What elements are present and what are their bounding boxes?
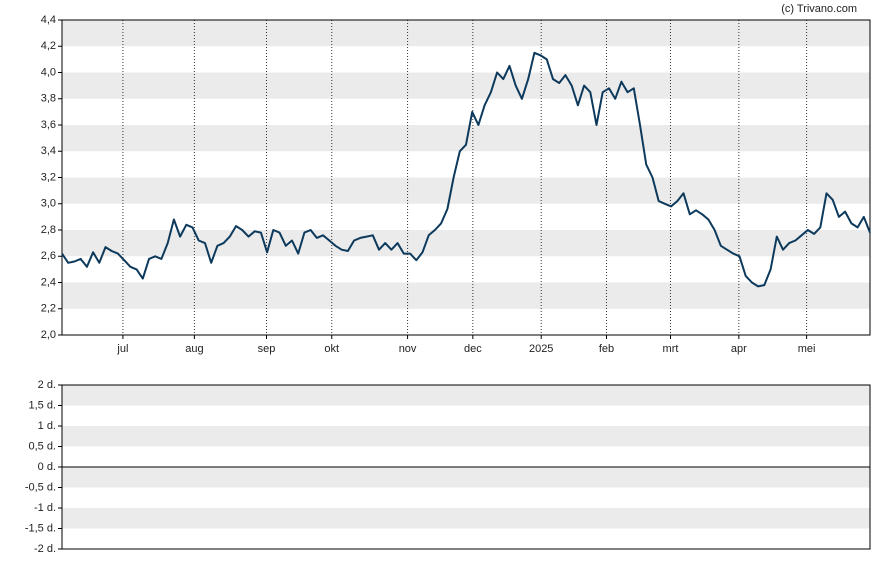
y-tick-label: 3,8 <box>41 93 56 105</box>
y-tick-label: 3,2 <box>41 171 56 183</box>
y-tick-label: 2,4 <box>41 276 56 288</box>
y-tick-label: 0,5 d. <box>28 440 56 452</box>
grid-band <box>62 282 870 309</box>
grid-band <box>62 72 870 99</box>
grid-band <box>62 467 870 488</box>
grid-band <box>62 177 870 204</box>
y-tick-label: 4,4 <box>41 14 56 26</box>
y-tick-label: -1 d. <box>34 502 56 514</box>
x-tick-label: sep <box>258 343 276 355</box>
grid-band <box>62 508 870 529</box>
y-tick-label: 2,0 <box>41 329 56 341</box>
x-tick-label: mei <box>798 343 816 355</box>
y-tick-label: 2,8 <box>41 224 56 236</box>
y-tick-label: 3,4 <box>41 145 56 157</box>
y-tick-label: 2 d. <box>38 379 56 391</box>
grid-band <box>62 385 870 406</box>
x-tick-label: nov <box>399 343 417 355</box>
price-line <box>61 51 871 288</box>
grid-band <box>62 20 870 47</box>
plot-frame <box>61 19 871 336</box>
y-tick-label: 2,2 <box>41 303 56 315</box>
plot-frame <box>61 384 871 550</box>
x-tick-label: jul <box>116 343 128 355</box>
x-tick-label: apr <box>731 343 747 355</box>
y-tick-label: 4,2 <box>41 40 56 52</box>
grid-band <box>62 230 870 257</box>
y-tick-label: 4,0 <box>41 66 56 78</box>
x-tick-label: mrt <box>663 343 679 355</box>
y-tick-label: 0 d. <box>38 461 56 473</box>
x-tick-label: aug <box>185 343 203 355</box>
source: (c) Trivano.com <box>781 3 857 15</box>
grid-band <box>62 125 870 152</box>
y-tick-label: -0,5 d. <box>25 481 56 493</box>
y-tick-label: 3,6 <box>41 119 56 131</box>
x-tick-label: dec <box>464 343 482 355</box>
y-tick-label: 2,6 <box>41 250 56 262</box>
x-tick-label: 2025 <box>529 343 553 355</box>
x-tick-label: okt <box>324 343 339 355</box>
y-tick-label: 1,5 d. <box>28 399 56 411</box>
y-tick-label: -1,5 d. <box>25 522 56 534</box>
y-tick-label: -2 d. <box>34 543 56 555</box>
grid-band <box>62 426 870 447</box>
y-tick-label: 1 d. <box>38 420 56 432</box>
x-tick-label: feb <box>599 343 614 355</box>
y-tick-label: 3,0 <box>41 198 56 210</box>
